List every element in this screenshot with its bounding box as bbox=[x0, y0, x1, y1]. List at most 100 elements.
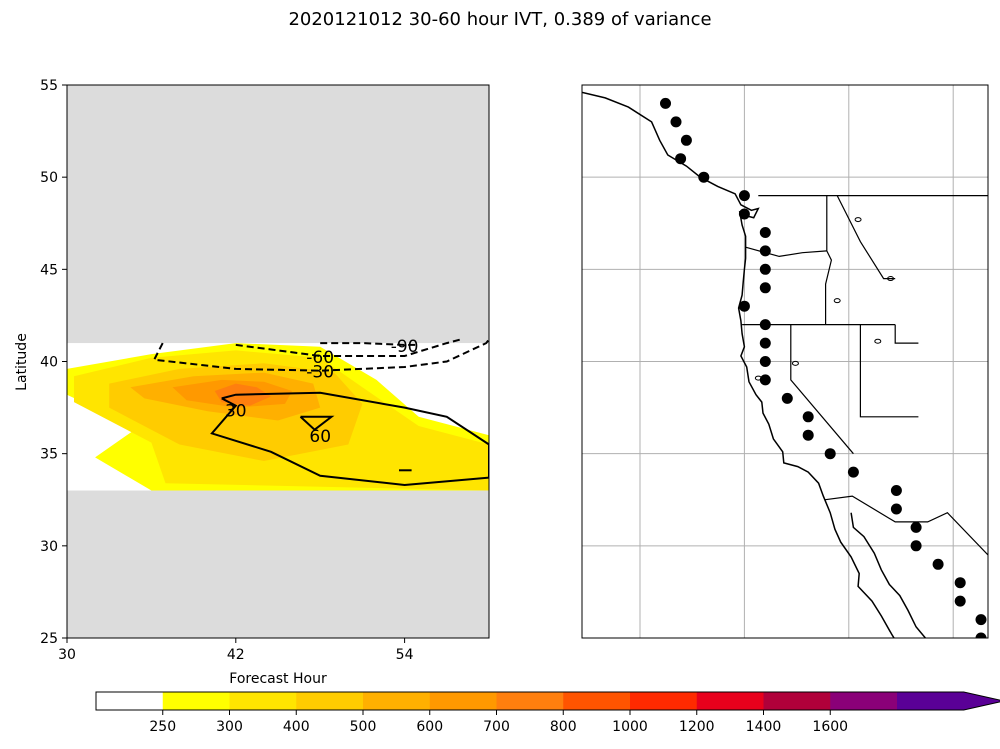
station-marker bbox=[759, 356, 771, 367]
y-tick-label: 40 bbox=[40, 355, 58, 371]
ivt-contour-labels: -90 -60-30 30 60 bbox=[225, 337, 419, 447]
station-marker bbox=[802, 411, 814, 423]
contour-line-neg60 bbox=[235, 338, 462, 357]
y-tick-label: 25 bbox=[40, 631, 58, 647]
station-marker bbox=[954, 595, 966, 607]
gulf-of-california-coast bbox=[850, 512, 926, 638]
colorbar-tick-label: 800 bbox=[550, 719, 577, 735]
station-marker bbox=[660, 97, 671, 109]
map-gridlines bbox=[582, 85, 988, 638]
colorbar-tick-label: 300 bbox=[216, 719, 243, 735]
station-marker bbox=[675, 153, 687, 165]
station-marker bbox=[802, 429, 814, 441]
pacific-coastline bbox=[582, 91, 895, 638]
colorbar-tick-label: 700 bbox=[483, 719, 510, 735]
station-marker bbox=[847, 466, 859, 478]
contour-label: 60 bbox=[309, 427, 331, 447]
colorbar-segment bbox=[630, 692, 698, 710]
station-marker bbox=[759, 319, 771, 331]
station-marker bbox=[680, 134, 692, 146]
station-markers bbox=[660, 97, 987, 638]
ivt-filled-contours bbox=[67, 343, 489, 491]
contour-line-60 bbox=[299, 415, 335, 432]
station-marker bbox=[824, 448, 836, 460]
colorbar-segment bbox=[763, 692, 831, 710]
colorbar-segment bbox=[229, 692, 297, 710]
colorbar: 250 300 400 500 600 700 800 1000 1200 1400 1600 bbox=[95, 691, 1000, 735]
x-tick-label: 42 bbox=[227, 647, 245, 663]
colorbar-segment bbox=[363, 692, 431, 710]
y-tick-label: 35 bbox=[40, 447, 58, 463]
map-axes-frame bbox=[581, 84, 989, 639]
us-mexico-border bbox=[824, 495, 988, 556]
contour-label: 30 bbox=[225, 401, 247, 421]
figure-title: 2020121012 30-60 hour IVT, 0.389 of vari… bbox=[288, 9, 712, 30]
lake-outline bbox=[791, 360, 799, 366]
lake-outline bbox=[874, 338, 882, 344]
y-tick-label: 30 bbox=[40, 539, 58, 555]
y-axis-label: Latitude bbox=[14, 333, 30, 391]
x-tick-label: 54 bbox=[396, 647, 414, 663]
station-marker bbox=[932, 558, 944, 570]
x-axis-label: Forecast Hour bbox=[229, 671, 327, 687]
colorbar-extend-arrow bbox=[963, 692, 1000, 710]
colorbar-segment bbox=[162, 692, 230, 710]
colorbar-segment bbox=[830, 692, 898, 710]
coastline-and-borders bbox=[582, 91, 988, 638]
contour-line-neg30 bbox=[320, 342, 419, 346]
contour-label: -60 bbox=[306, 348, 334, 368]
station-marker bbox=[975, 614, 987, 626]
station-marker bbox=[759, 282, 771, 294]
contour-label: -30 bbox=[306, 363, 334, 383]
colorbar-segment bbox=[496, 692, 564, 710]
station-marker bbox=[954, 577, 966, 589]
colorbar-tick-label: 400 bbox=[283, 719, 310, 735]
colorbar-tick-label: 500 bbox=[350, 719, 377, 735]
station-marker bbox=[759, 374, 771, 386]
station-marker bbox=[890, 485, 902, 496]
station-marker bbox=[738, 190, 750, 202]
station-marker bbox=[759, 263, 771, 275]
lake-outline bbox=[854, 217, 862, 223]
station-marker bbox=[759, 245, 771, 257]
ivt-contour-lines bbox=[152, 338, 489, 487]
colorbar-tick-label: 600 bbox=[416, 719, 443, 735]
nevada-border bbox=[790, 324, 854, 455]
y-tick-label: 45 bbox=[40, 262, 58, 278]
ivt-contour-panel: -90 -60-30 30 60 bbox=[67, 85, 489, 638]
colorbar-segment bbox=[429, 692, 497, 710]
station-marker bbox=[738, 300, 750, 312]
lake-outline bbox=[833, 298, 841, 304]
x-tick-label: 30 bbox=[58, 647, 76, 663]
station-marker bbox=[670, 116, 682, 128]
station-marker bbox=[910, 540, 922, 552]
colorbar-segment bbox=[897, 692, 965, 710]
idaho-border bbox=[824, 195, 833, 325]
utah-nevada-border bbox=[859, 324, 919, 418]
station-marker bbox=[975, 632, 987, 638]
colorbar-segment bbox=[563, 692, 631, 710]
station-marker bbox=[759, 337, 771, 349]
washington-oregon-border bbox=[745, 246, 827, 258]
lake-outline bbox=[887, 276, 895, 282]
utah-wyoming-border bbox=[894, 324, 919, 344]
contour-label: -90 bbox=[391, 337, 419, 357]
contour-line-30 bbox=[210, 391, 489, 487]
colorbar-segment bbox=[696, 692, 764, 710]
colorbar-tick-label: 1400 bbox=[746, 719, 782, 735]
station-map-panel bbox=[582, 85, 988, 638]
colorbar-tick-label: 1200 bbox=[679, 719, 715, 735]
y-tick-label: 50 bbox=[40, 170, 58, 186]
station-marker bbox=[738, 208, 750, 220]
y-tick-label: 55 bbox=[40, 78, 58, 94]
station-marker bbox=[890, 503, 902, 515]
colorbar-segment bbox=[96, 692, 164, 710]
colorbar-tick-label: 1000 bbox=[612, 719, 648, 735]
station-marker bbox=[910, 521, 922, 533]
colorbar-tick-label: 1600 bbox=[812, 719, 848, 735]
station-marker bbox=[698, 171, 710, 183]
colorbar-segment bbox=[296, 692, 364, 710]
montana-idaho-border bbox=[836, 195, 896, 280]
station-marker bbox=[759, 227, 771, 238]
